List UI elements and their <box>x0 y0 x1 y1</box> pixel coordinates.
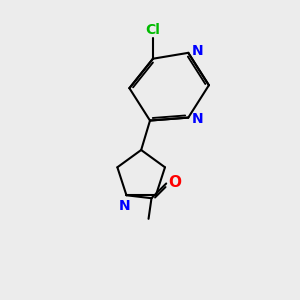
Text: Cl: Cl <box>146 22 160 37</box>
Text: N: N <box>192 112 203 126</box>
Text: N: N <box>119 199 131 213</box>
Text: N: N <box>192 44 203 58</box>
Text: O: O <box>169 176 182 190</box>
